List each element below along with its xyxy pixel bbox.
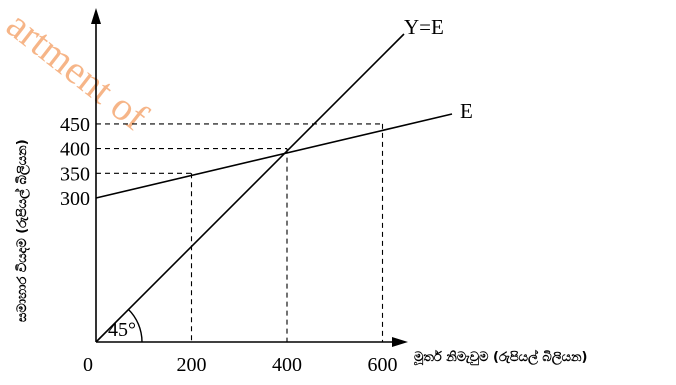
y-tick-label: 400	[60, 139, 90, 161]
y-tick-label: 450	[60, 114, 90, 136]
series-label-y-equals-e: Y=E	[404, 15, 444, 39]
guide-lines	[96, 123, 384, 342]
x-tick-label: 600	[368, 354, 398, 376]
angle-arc	[127, 308, 143, 343]
x-tick-label: 0	[83, 354, 93, 376]
x-axis-label: මූර්ත නිමැවුම (රුපියල් බිලියන)	[413, 348, 587, 366]
x-tick-label: 400	[272, 354, 302, 376]
angle-label: 45°	[108, 319, 136, 341]
series-label-e: E	[460, 99, 473, 123]
axes	[91, 8, 408, 347]
y-tick-label: 300	[60, 188, 90, 210]
x-axis-arrow	[392, 337, 408, 347]
y-axis-arrow	[91, 8, 101, 24]
x-tick-label: 200	[177, 354, 207, 376]
y-tick-label: 350	[60, 163, 90, 185]
series-line-y-equals-e	[95, 33, 405, 343]
y-axis-label: සමාහාර වියදම (රුපියල් බිලියන)	[13, 139, 31, 322]
series-line-e	[95, 113, 453, 199]
series-lines: Y=E E	[95, 15, 473, 343]
